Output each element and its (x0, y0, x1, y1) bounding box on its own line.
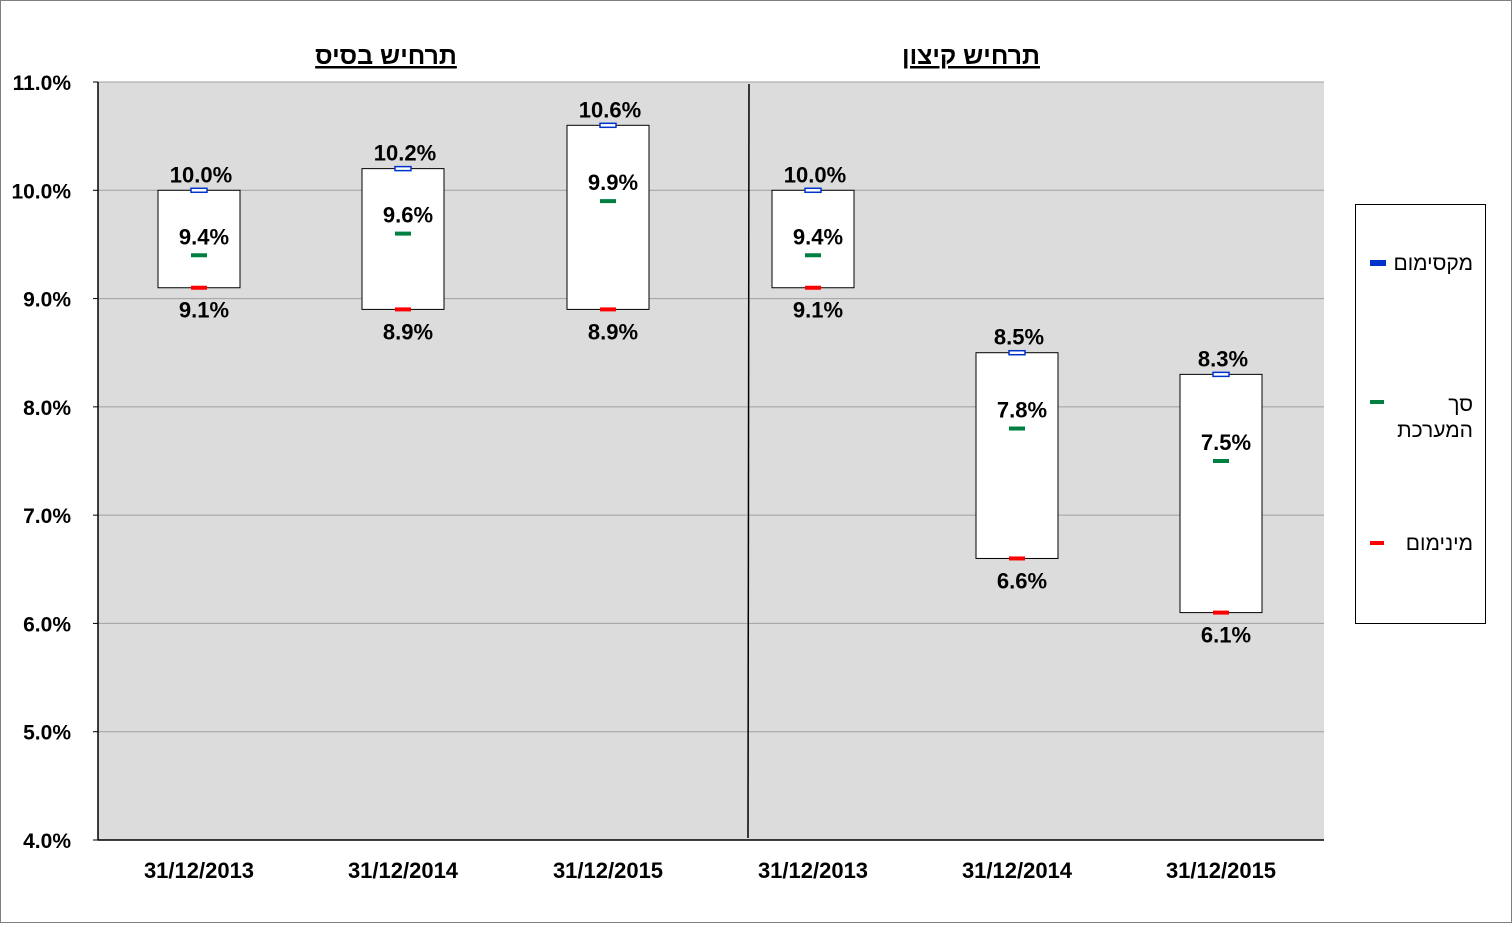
legend-label-total: סך המערכת (1397, 393, 1473, 442)
max-value-label: 10.6% (579, 97, 641, 122)
max-marker (599, 122, 617, 129)
x-tick-label: 31/12/2013 (144, 858, 254, 883)
min-value-label: 9.1% (179, 298, 229, 323)
total-value-label: 9.6% (383, 203, 433, 228)
range-box (566, 124, 650, 310)
range-box (157, 189, 241, 289)
y-tick-label: 8.0% (23, 397, 71, 420)
range-box (1179, 373, 1263, 614)
legend-label-min: מינימום (1405, 532, 1473, 555)
y-tick-label: 6.0% (23, 613, 71, 636)
y-tick-label: 9.0% (23, 289, 71, 312)
max-marker (394, 165, 412, 172)
legend-item-max: מקסימום (1393, 251, 1473, 277)
y-tick-label: 10.0% (11, 180, 71, 203)
total-marker (1213, 459, 1229, 463)
panel-divider (747, 83, 750, 839)
y-tick-label: 4.0% (23, 830, 71, 853)
x-tick-label: 31/12/2013 (758, 858, 868, 883)
min-value-label: 8.9% (588, 319, 638, 344)
range-box (361, 168, 445, 310)
x-tick-label: 31/12/2015 (553, 858, 663, 883)
min-value-label: 8.9% (383, 319, 433, 344)
legend-swatch-max (1370, 260, 1386, 266)
min-value-label: 6.6% (997, 568, 1047, 593)
range-box (771, 189, 855, 289)
max-marker (1008, 349, 1026, 356)
min-value-label: 9.1% (793, 298, 843, 323)
total-marker (805, 253, 821, 258)
min-marker (600, 307, 616, 312)
total-value-label: 9.4% (179, 224, 229, 249)
y-tick-label: 7.0% (23, 505, 71, 528)
total-value-label: 9.4% (793, 224, 843, 249)
legend-item-total: סך המערכת (1383, 392, 1473, 444)
y-tick-label: 5.0% (23, 722, 71, 745)
chart-legend: מקסימום סך המערכת מינימום (1355, 204, 1486, 624)
max-value-label: 10.0% (170, 162, 232, 187)
min-marker (191, 285, 207, 290)
max-marker (190, 187, 208, 194)
max-marker (804, 187, 822, 194)
min-value-label: 6.1% (1201, 623, 1251, 648)
min-marker (1213, 610, 1229, 615)
legend-label-max: מקסימום (1393, 252, 1473, 275)
panel-title-stress: תרחיש קיצון (902, 42, 1040, 70)
min-marker (805, 285, 821, 290)
max-value-label: 10.0% (784, 162, 846, 187)
total-marker (395, 231, 411, 236)
max-value-label: 8.5% (994, 325, 1044, 350)
total-marker (1009, 426, 1025, 431)
total-marker (600, 199, 616, 204)
legend-swatch-total (1370, 400, 1384, 404)
total-marker (191, 253, 207, 258)
legend-item-min: מינימום (1406, 531, 1473, 557)
x-tick-label: 31/12/2014 (348, 858, 459, 883)
max-value-label: 8.3% (1198, 346, 1248, 371)
plot-area (98, 82, 1324, 840)
range-box (975, 352, 1059, 559)
panel-title-base: תרחיש בסיס (315, 42, 457, 70)
total-value-label: 7.8% (997, 398, 1047, 423)
min-marker (1009, 556, 1025, 561)
legend-swatch-min (1370, 541, 1384, 545)
max-value-label: 10.2% (374, 141, 436, 166)
x-tick-label: 31/12/2014 (962, 858, 1073, 883)
max-marker (1212, 371, 1230, 378)
total-value-label: 7.5% (1201, 430, 1251, 455)
min-marker (395, 307, 411, 312)
total-value-label: 9.9% (588, 170, 638, 195)
x-tick-label: 31/12/2015 (1166, 858, 1276, 883)
y-tick-label: 11.0% (13, 72, 72, 95)
